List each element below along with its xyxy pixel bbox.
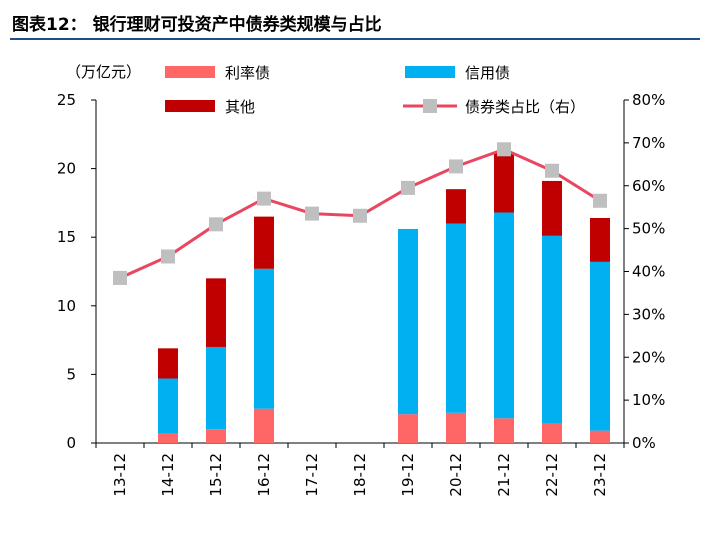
y-left-tick-label: 15 [57,228,76,246]
ratio-marker [257,191,271,206]
y-right-tick-label: 40% [632,263,665,281]
ratio-line-series [113,142,607,285]
bar-rate-bond [590,430,610,443]
ratio-marker [353,208,367,223]
y-right-tick-label: 20% [632,348,665,366]
axes: 0 5 10 15 20 25 0% 10% 20% 30% 40% 50% 60% 70% 80% [57,91,665,452]
y-left-tick-label: 5 [66,365,76,383]
y-right-tick-label: 0% [632,434,656,452]
legend-label-ratio: 债券类占比（右） [465,98,585,116]
x-tick-label: 23-12 [591,453,609,497]
y-right-tick-label: 50% [632,220,665,238]
ratio-marker [545,163,559,178]
y-left-unit: （万亿元） [66,63,141,81]
ratio-marker [497,142,511,157]
bar-credit-bond [254,268,274,409]
bar-credit-bond [206,346,226,430]
legend-swatch-other [165,100,215,112]
bar-credit-bond [590,261,610,431]
bar-credit-bond [542,235,562,424]
x-tick-label: 14-12 [159,453,177,497]
ratio-marker [449,159,463,174]
y-left-tick-label: 20 [57,160,76,178]
y-right-tick-label: 30% [632,305,665,323]
y-right-tick-label: 70% [632,134,665,152]
bar-credit-bond [446,223,466,413]
x-tick-label: 22-12 [543,453,561,497]
bar-other [206,278,226,347]
y-right-tick-label: 80% [632,91,665,109]
legend-label-credit: 信用债 [465,64,510,82]
ratio-marker [593,193,607,208]
ratio-marker [113,270,127,285]
x-tick-label: 21-12 [495,453,513,497]
ratio-marker [161,249,175,264]
y-right-tick-label: 10% [632,391,665,409]
legend-swatch-rate [165,66,215,78]
y-left-tick-label: 0 [66,434,76,452]
bar-rate-bond [446,412,466,443]
bar-other [446,189,466,224]
ratio-marker [305,206,319,221]
x-tick-label: 13-12 [111,453,129,497]
bar-other [542,180,562,236]
bar-credit-bond [494,212,514,419]
legend-marker-ratio [423,99,437,113]
legend-label-other: 其他 [225,98,255,116]
bar-other [254,216,274,269]
x-tick-label: 16-12 [255,453,273,497]
bar-series [158,152,610,443]
bar-other [158,348,178,379]
bar-rate-bond [542,423,562,443]
x-tick-label: 15-12 [207,453,225,497]
title-rule [10,38,700,40]
legend-swatch-credit [405,66,455,78]
ratio-marker [401,180,415,195]
y-right-tick-label: 60% [632,177,665,195]
bar-other [590,217,610,262]
x-tick-label: 20-12 [447,453,465,497]
bar-other [494,152,514,213]
bar-rate-bond [254,408,274,443]
legend-label-rate: 利率债 [225,64,270,82]
x-tick-label: 18-12 [351,453,369,497]
x-tick-labels: 13-12 14-12 15-12 16-12 17-12 18-12 19-12 20-12… [111,453,609,497]
y-left-tick-label: 25 [57,91,76,109]
y-left-tick-label: 10 [57,297,76,315]
legend: 利率债 信用债 其他 债券类占比（右） [165,64,585,116]
bar-rate-bond [398,414,418,443]
bar-rate-bond [494,418,514,443]
x-tick-label: 19-12 [399,453,417,497]
x-tick-label: 17-12 [303,453,321,497]
title-bar: 图表12： 银行理财可投资产中债券类规模与占比 [10,6,700,40]
bar-credit-bond [398,228,418,415]
chart-title: 图表12： 银行理财可投资产中债券类规模与占比 [12,15,382,35]
bar-rate-bond [206,429,226,443]
bar-rate-bond [158,433,178,443]
ratio-marker [209,217,223,232]
bar-credit-bond [158,378,178,434]
